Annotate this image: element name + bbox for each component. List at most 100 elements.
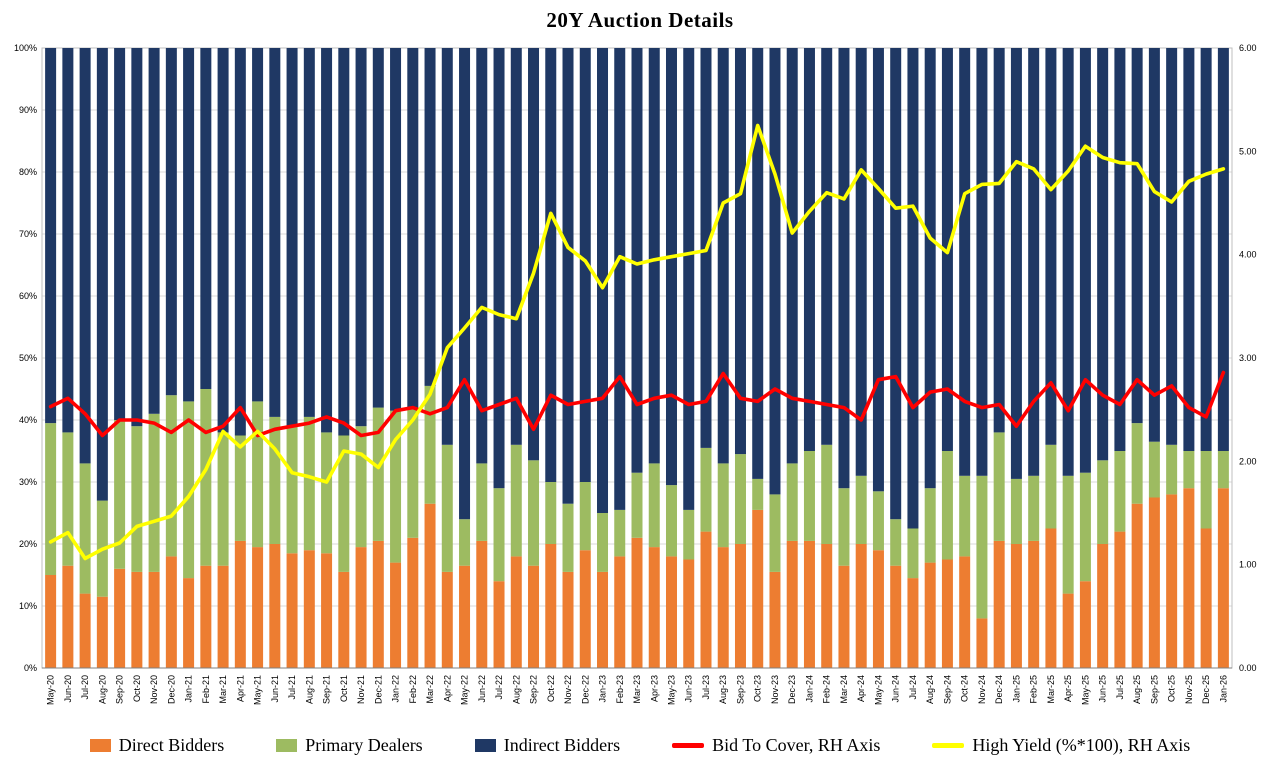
bar-segment-direct-bidders: [114, 568, 126, 668]
right-axis-tick-label: 6.00: [1239, 43, 1257, 53]
bar-segment-indirect-bidders: [752, 48, 764, 479]
bar-segment-direct-bidders: [96, 596, 108, 668]
x-axis-category-label: Sep-21: [322, 675, 332, 704]
bar-segment-direct-bidders: [286, 553, 298, 668]
bar-segment-indirect-bidders: [476, 48, 488, 464]
x-axis-category-label: May-24: [873, 675, 883, 705]
bar-segment-direct-bidders: [252, 547, 264, 668]
bar-segment-indirect-bidders: [148, 48, 160, 414]
bar-segment-direct-bidders: [148, 571, 160, 668]
bar-segment-primary-dealers: [734, 454, 746, 544]
bar-segment-indirect-bidders: [1028, 48, 1040, 476]
bar-segment-indirect-bidders: [1079, 48, 1091, 473]
bar-segment-indirect-bidders: [493, 48, 505, 489]
bar-segment-indirect-bidders: [1217, 48, 1229, 451]
x-axis-category-label: Mar-23: [632, 675, 642, 704]
left-axis-tick-label: 10%: [19, 601, 37, 611]
bar-segment-primary-dealers: [200, 389, 212, 566]
x-axis-category-label: Apr-25: [1063, 675, 1073, 702]
bar-segment-direct-bidders: [493, 581, 505, 668]
bar-segment-direct-bidders: [1097, 544, 1109, 668]
x-axis-category-label: Sep-20: [115, 675, 125, 704]
bar-segment-direct-bidders: [183, 578, 195, 668]
x-axis-category-label: Dec-24: [994, 675, 1004, 704]
bar-segment-indirect-bidders: [683, 48, 695, 510]
left-axis-tick-label: 30%: [19, 477, 37, 487]
x-axis-category-label: Dec-23: [787, 675, 797, 704]
bar-segment-indirect-bidders: [79, 48, 91, 464]
bar-segment-direct-bidders: [1200, 528, 1212, 668]
bar-segment-indirect-bidders: [96, 48, 108, 501]
bar-segment-indirect-bidders: [407, 48, 419, 408]
bar-segment-primary-dealers: [1217, 451, 1229, 489]
bar-segment-indirect-bidders: [855, 48, 867, 476]
bar-segment-indirect-bidders: [907, 48, 919, 529]
x-axis-category-label: Oct-25: [1167, 675, 1177, 702]
bar-segment-primary-dealers: [1028, 475, 1040, 541]
x-axis-category-label: Oct-20: [132, 675, 142, 702]
bar-segment-direct-bidders: [907, 578, 919, 668]
bar-segment-direct-bidders: [1114, 531, 1126, 668]
bar-segment-indirect-bidders: [545, 48, 557, 482]
bar-segment-primary-dealers: [769, 494, 781, 572]
bar-segment-primary-dealers: [562, 503, 574, 572]
x-axis-category-label: Dec-22: [580, 675, 590, 704]
legend-label-high-yield: High Yield (%*100), RH Axis: [972, 735, 1191, 755]
bar-segment-indirect-bidders: [579, 48, 591, 482]
bar-segment-direct-bidders: [79, 593, 91, 668]
bar-segment-indirect-bidders: [114, 48, 126, 420]
bar-segment-primary-dealers: [717, 463, 729, 548]
x-axis-category-label: Oct-22: [546, 675, 556, 702]
bar-segment-indirect-bidders: [1131, 48, 1143, 424]
x-axis-category-label: Apr-21: [235, 675, 245, 702]
bar-segment-indirect-bidders: [1045, 48, 1057, 445]
bar-segment-primary-dealers: [355, 426, 367, 548]
bar-segment-primary-dealers: [579, 482, 591, 551]
legend-item-primary-dealers: Primary Dealers: [276, 735, 423, 756]
bar-segment-direct-bidders: [321, 553, 333, 668]
bar-segment-indirect-bidders: [424, 48, 436, 386]
bar-segment-direct-bidders: [510, 556, 522, 668]
bar-segment-direct-bidders: [579, 550, 591, 668]
bar-segment-indirect-bidders: [321, 48, 333, 433]
bar-segment-direct-bidders: [821, 544, 833, 668]
bar-segment-indirect-bidders: [459, 48, 471, 520]
bar-segment-primary-dealers: [855, 475, 867, 544]
bar-segment-primary-dealers: [131, 426, 143, 572]
bar-segment-primary-dealers: [838, 488, 850, 566]
right-axis-tick-label: 0.00: [1239, 663, 1257, 673]
high-yield-line-swatch: [932, 743, 965, 748]
bar-segment-indirect-bidders: [769, 48, 781, 495]
primary-dealers-swatch: [276, 739, 298, 752]
left-axis-tick-label: 90%: [19, 105, 37, 115]
bar-segment-primary-dealers: [924, 488, 936, 563]
left-axis-tick-label: 50%: [19, 353, 37, 363]
bar-segment-primary-dealers: [959, 475, 971, 557]
x-axis-category-label: Jan-22: [391, 675, 401, 703]
bar-segment-primary-dealers: [338, 435, 350, 572]
left-axis-tick-label: 60%: [19, 291, 37, 301]
bar-segment-direct-bidders: [1079, 581, 1091, 668]
bar-segment-indirect-bidders: [959, 48, 971, 476]
bar-segment-direct-bidders: [562, 571, 574, 668]
right-axis-tick-label: 4.00: [1239, 250, 1257, 260]
x-axis-category-label: Oct-24: [960, 675, 970, 702]
bar-segment-direct-bidders: [476, 540, 488, 668]
bar-segment-direct-bidders: [769, 571, 781, 668]
x-axis-category-label: Aug-21: [304, 675, 314, 704]
x-axis-category-label: Mar-25: [1046, 675, 1056, 704]
bar-segment-primary-dealers: [407, 407, 419, 538]
bar-segment-primary-dealers: [286, 426, 298, 554]
bar-segment-primary-dealers: [252, 401, 264, 548]
bar-segment-direct-bidders: [924, 562, 936, 668]
bar-segment-direct-bidders: [752, 509, 764, 668]
left-axis-tick-label: 0%: [24, 663, 37, 673]
bar-segment-primary-dealers: [148, 413, 160, 572]
auction-details-chart: 0% 10% 20% 30% 40% 50% 60% 70% 80% 90% 100% 0.00 1.0…: [14, 43, 1257, 705]
bar-segment-indirect-bidders: [717, 48, 729, 464]
bar-segment-primary-dealers: [890, 519, 902, 566]
x-axis-category-label: Nov-20: [149, 675, 159, 704]
bar-segment-indirect-bidders: [441, 48, 453, 445]
bar-segment-direct-bidders: [734, 544, 746, 668]
bar-segment-direct-bidders: [372, 540, 384, 668]
